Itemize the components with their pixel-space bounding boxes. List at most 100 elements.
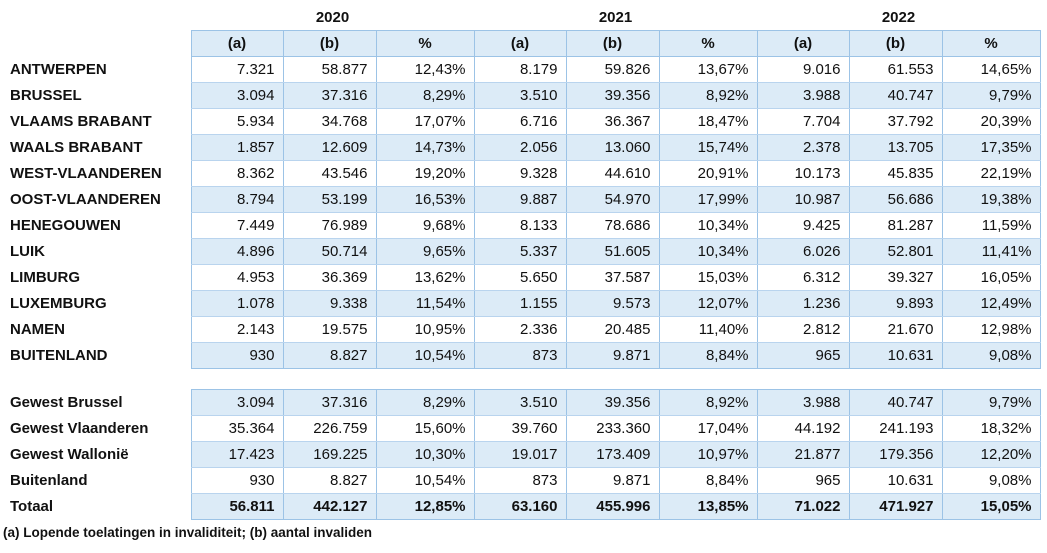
data-cell: 43.546 — [282, 160, 377, 187]
data-cell: 4.953 — [190, 264, 284, 291]
row-label: Buitenland — [0, 467, 191, 494]
data-cell: 8,84% — [658, 467, 758, 494]
data-cell: 1.155 — [473, 290, 567, 317]
data-cell: 21.877 — [756, 441, 850, 468]
data-cell: 9,08% — [941, 342, 1041, 369]
data-cell: 8,92% — [658, 389, 758, 416]
data-cell: 3.988 — [756, 389, 850, 416]
column-header: (b) — [848, 30, 943, 57]
data-cell: 10,97% — [658, 441, 758, 468]
data-cell: 12.609 — [282, 134, 377, 161]
row-label: WAALS BRABANT — [0, 134, 191, 161]
data-cell: 8.133 — [473, 212, 567, 239]
data-cell: 8.794 — [190, 186, 284, 213]
data-cell: 9,65% — [375, 238, 475, 265]
spacer-row — [0, 368, 1040, 390]
row-label: BRUSSEL — [0, 82, 191, 109]
data-cell: 58.877 — [282, 56, 377, 83]
year-header-row: 2020 2021 2022 — [0, 4, 1040, 31]
data-cell: 8.827 — [282, 467, 377, 494]
row-label: Gewest Wallonië — [0, 441, 191, 468]
data-cell: 12,20% — [941, 441, 1041, 468]
data-cell: 2.812 — [756, 316, 850, 343]
data-cell: 9,79% — [941, 82, 1041, 109]
data-cell: 37.587 — [565, 264, 660, 291]
data-cell: 179.356 — [848, 441, 943, 468]
data-cell: 3.510 — [473, 82, 567, 109]
data-cell: 51.605 — [565, 238, 660, 265]
province-rows: ANTWERPEN 7.321 58.877 12,43% 8.179 59.826 13,… — [0, 56, 1041, 369]
data-cell: 17,07% — [375, 108, 475, 135]
invalidity-statistics-table: 2020 2021 2022 (a) (b) % (a) (b) % (a) (… — [0, 4, 1041, 520]
data-cell: 13,67% — [658, 56, 758, 83]
data-cell: 9.425 — [756, 212, 850, 239]
table-row: LUXEMBURG 1.078 9.338 11,54% 1.155 9.573 12,07… — [0, 290, 1041, 317]
data-cell: 8,29% — [375, 82, 475, 109]
data-cell: 10.631 — [848, 342, 943, 369]
row-label: Gewest Vlaanderen — [0, 415, 191, 442]
data-cell: 81.287 — [848, 212, 943, 239]
table-row: LIMBURG 4.953 36.369 13,62% 5.650 37.587 15,03… — [0, 264, 1041, 291]
data-cell: 3.510 — [473, 389, 567, 416]
table-row: BRUSSEL 3.094 37.316 8,29% 3.510 39.356 8,92% 3… — [0, 82, 1041, 109]
table-row: WEST-VLAANDEREN 8.362 43.546 19,20% 9.328 44.… — [0, 160, 1041, 187]
data-cell: 13.060 — [565, 134, 660, 161]
empty-corner-cell — [0, 4, 191, 31]
data-cell: 40.747 — [848, 389, 943, 416]
data-cell: 71.022 — [756, 493, 850, 520]
data-cell: 39.356 — [565, 82, 660, 109]
column-header: (a) — [756, 30, 850, 57]
data-cell: 10.173 — [756, 160, 850, 187]
data-cell: 11,41% — [941, 238, 1041, 265]
table-row: ANTWERPEN 7.321 58.877 12,43% 8.179 59.826 13,… — [0, 56, 1041, 83]
data-cell: 39.356 — [565, 389, 660, 416]
table-row: LUIK 4.896 50.714 9,65% 5.337 51.605 10,34% 6.0… — [0, 238, 1041, 265]
data-cell: 7.449 — [190, 212, 284, 239]
data-cell: 5.650 — [473, 264, 567, 291]
table-row: VLAAMS BRABANT 5.934 34.768 17,07% 6.716 36.3… — [0, 108, 1041, 135]
data-cell: 1.857 — [190, 134, 284, 161]
data-cell: 56.811 — [190, 493, 284, 520]
data-cell: 8.827 — [282, 342, 377, 369]
row-label: VLAAMS BRABANT — [0, 108, 191, 135]
data-cell: 39.327 — [848, 264, 943, 291]
data-cell: 12,07% — [658, 290, 758, 317]
row-label: WEST-VLAANDEREN — [0, 160, 191, 187]
row-label: LUIK — [0, 238, 191, 265]
data-cell: 37.316 — [282, 82, 377, 109]
data-cell: 3.988 — [756, 82, 850, 109]
column-header: % — [658, 30, 758, 57]
data-cell: 1.078 — [190, 290, 284, 317]
row-label: NAMEN — [0, 316, 191, 343]
data-cell: 9.871 — [565, 467, 660, 494]
data-cell: 40.747 — [848, 82, 943, 109]
data-cell: 35.364 — [190, 415, 284, 442]
data-cell: 226.759 — [282, 415, 377, 442]
data-cell: 17,99% — [658, 186, 758, 213]
table-row: Gewest Vlaanderen 35.364 226.759 15,60% 39.7… — [0, 415, 1041, 442]
year-header-2022: 2022 — [881, 8, 916, 26]
data-cell: 37.792 — [848, 108, 943, 135]
row-label: LUXEMBURG — [0, 290, 191, 317]
data-cell: 36.367 — [565, 108, 660, 135]
table-row: Gewest Wallonië 17.423 169.225 10,30% 19.017… — [0, 441, 1041, 468]
row-label: LIMBURG — [0, 264, 191, 291]
data-cell: 6.312 — [756, 264, 850, 291]
data-cell: 13.705 — [848, 134, 943, 161]
data-cell: 11,59% — [941, 212, 1041, 239]
table-row: Gewest Brussel 3.094 37.316 8,29% 3.510 39.35… — [0, 389, 1041, 416]
table-row: HENEGOUWEN 7.449 76.989 9,68% 8.133 78.686 10,… — [0, 212, 1041, 239]
year-header-2020: 2020 — [315, 8, 350, 26]
data-cell: 8,84% — [658, 342, 758, 369]
data-cell: 19.017 — [473, 441, 567, 468]
data-cell: 9.871 — [565, 342, 660, 369]
data-cell: 6.716 — [473, 108, 567, 135]
data-cell: 7.321 — [190, 56, 284, 83]
row-label: ANTWERPEN — [0, 56, 191, 83]
footnote: (a) Lopende toelatingen in invaliditeit;… — [3, 525, 373, 540]
data-cell: 20,39% — [941, 108, 1041, 135]
data-cell: 50.714 — [282, 238, 377, 265]
empty-corner-cell — [0, 30, 191, 57]
data-cell: 873 — [473, 467, 567, 494]
data-cell: 9.016 — [756, 56, 850, 83]
